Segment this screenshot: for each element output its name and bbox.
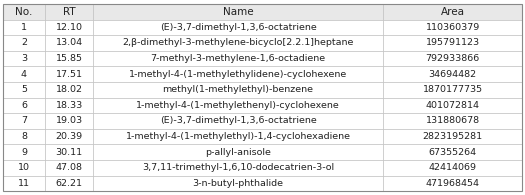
Bar — [93, 160, 383, 176]
Text: 15.85: 15.85 — [56, 54, 82, 63]
Text: 3: 3 — [21, 54, 27, 63]
Text: 2,β-dimethyl-3-methylene-bicyclo[2.2.1]heptane: 2,β-dimethyl-3-methylene-bicyclo[2.2.1]h… — [122, 38, 354, 47]
Bar — [3, 129, 45, 144]
Bar — [383, 129, 522, 144]
Bar — [3, 176, 45, 191]
Text: 1: 1 — [21, 23, 27, 32]
Text: 18.33: 18.33 — [56, 101, 83, 110]
Text: 3-n-butyl-phthalide: 3-n-butyl-phthalide — [193, 179, 284, 188]
Text: 42414069: 42414069 — [429, 163, 477, 172]
Bar — [45, 51, 93, 66]
Text: 62.21: 62.21 — [56, 179, 82, 188]
Text: 11: 11 — [18, 179, 30, 188]
Text: 34694482: 34694482 — [429, 70, 477, 79]
Text: 131880678: 131880678 — [426, 116, 480, 125]
Bar — [3, 51, 45, 66]
Bar — [45, 4, 93, 20]
Text: RT: RT — [63, 7, 76, 17]
Bar — [93, 4, 383, 20]
Bar — [93, 113, 383, 129]
Bar — [45, 35, 93, 51]
Text: 401072814: 401072814 — [426, 101, 480, 110]
Bar — [93, 66, 383, 82]
Text: 3,7,11-trimethyl-1,6,10-dodecatrien-3-ol: 3,7,11-trimethyl-1,6,10-dodecatrien-3-ol — [142, 163, 334, 172]
Text: 47.08: 47.08 — [56, 163, 82, 172]
Bar — [3, 66, 45, 82]
Bar — [45, 160, 93, 176]
Text: 4: 4 — [21, 70, 27, 79]
Text: No.: No. — [15, 7, 33, 17]
Text: Name: Name — [223, 7, 254, 17]
Text: p-allyl-anisole: p-allyl-anisole — [205, 148, 271, 157]
Text: 1-methyl-4-(1-methylethylidene)-cyclohexene: 1-methyl-4-(1-methylethylidene)-cyclohex… — [129, 70, 347, 79]
Text: 195791123: 195791123 — [426, 38, 480, 47]
Bar — [93, 144, 383, 160]
Bar — [45, 98, 93, 113]
Bar — [45, 129, 93, 144]
Bar — [45, 144, 93, 160]
Bar — [93, 82, 383, 98]
Text: 12.10: 12.10 — [56, 23, 82, 32]
Text: 110360379: 110360379 — [426, 23, 480, 32]
Text: Area: Area — [440, 7, 465, 17]
Text: methyl(1-methylethyl)-benzene: methyl(1-methylethyl)-benzene — [163, 85, 313, 94]
Bar — [383, 160, 522, 176]
Text: 1-methyl-4-(1-methylethenyl)-cyclohexene: 1-methyl-4-(1-methylethenyl)-cyclohexene — [136, 101, 340, 110]
Bar — [45, 20, 93, 35]
Text: 6: 6 — [21, 101, 27, 110]
Text: 5: 5 — [21, 85, 27, 94]
Bar — [383, 98, 522, 113]
Bar — [93, 35, 383, 51]
Bar — [383, 51, 522, 66]
Text: 19.03: 19.03 — [56, 116, 83, 125]
Bar — [3, 82, 45, 98]
Text: 17.51: 17.51 — [56, 70, 82, 79]
Bar — [383, 144, 522, 160]
Bar — [383, 66, 522, 82]
Text: 2823195281: 2823195281 — [423, 132, 483, 141]
Text: 2: 2 — [21, 38, 27, 47]
Text: 30.11: 30.11 — [56, 148, 83, 157]
Text: 1870177735: 1870177735 — [423, 85, 483, 94]
Text: 9: 9 — [21, 148, 27, 157]
Bar — [45, 82, 93, 98]
Bar — [45, 176, 93, 191]
Bar — [3, 35, 45, 51]
Bar — [3, 144, 45, 160]
Text: 20.39: 20.39 — [56, 132, 83, 141]
Bar — [3, 4, 45, 20]
Bar — [45, 113, 93, 129]
Text: 7: 7 — [21, 116, 27, 125]
Text: 10: 10 — [18, 163, 30, 172]
Bar — [93, 51, 383, 66]
Text: 67355264: 67355264 — [429, 148, 477, 157]
Bar — [383, 82, 522, 98]
Text: 792933866: 792933866 — [426, 54, 480, 63]
Text: 8: 8 — [21, 132, 27, 141]
Bar — [93, 98, 383, 113]
Text: (E)-3,7-dimethyl-1,3,6-octatriene: (E)-3,7-dimethyl-1,3,6-octatriene — [160, 23, 317, 32]
Bar — [383, 4, 522, 20]
Bar — [3, 160, 45, 176]
Bar — [383, 113, 522, 129]
Bar — [383, 35, 522, 51]
Text: 1-methyl-4-(1-methylethyl)-1,4-cyclohexadiene: 1-methyl-4-(1-methylethyl)-1,4-cyclohexa… — [125, 132, 351, 141]
Bar — [93, 176, 383, 191]
Text: 471968454: 471968454 — [426, 179, 480, 188]
Bar — [93, 20, 383, 35]
Bar — [3, 20, 45, 35]
Bar — [3, 98, 45, 113]
Bar — [3, 113, 45, 129]
Bar — [383, 20, 522, 35]
Bar — [383, 176, 522, 191]
Text: 13.04: 13.04 — [56, 38, 83, 47]
Text: 7-methyl-3-methylene-1,6-octadiene: 7-methyl-3-methylene-1,6-octadiene — [151, 54, 326, 63]
Text: 18.02: 18.02 — [56, 85, 82, 94]
Bar — [45, 66, 93, 82]
Bar — [93, 129, 383, 144]
Text: (E)-3,7-dimethyl-1,3,6-octatriene: (E)-3,7-dimethyl-1,3,6-octatriene — [160, 116, 317, 125]
